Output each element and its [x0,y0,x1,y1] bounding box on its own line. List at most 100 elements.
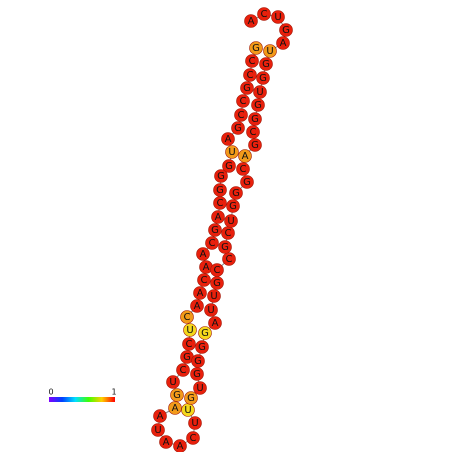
nucleotide [244,14,258,28]
nucleotide [225,145,239,159]
nucleotide [173,439,187,452]
nucleotide-label: G [282,25,290,36]
nucleotide-label: A [212,318,219,329]
nucleotide [204,303,218,317]
nucleotide [196,247,210,261]
nucleotide [198,326,212,340]
nucleotide-label: G [251,140,259,151]
nucleotide [218,240,232,254]
nucleotide [257,7,271,21]
nucleotide-label: U [274,12,281,23]
nucleotide-label: A [157,411,164,422]
nucleotide-label: G [251,114,259,125]
nucleotide-label: G [213,278,221,289]
nucleotide-label: C [240,96,247,107]
nucleotide-label: A [203,262,210,273]
nucleotide [234,108,248,122]
nucleotide [231,121,245,135]
nucleotide [168,401,182,415]
nucleotide-label: A [163,437,170,448]
nucleotide-label: C [250,127,257,138]
nucleotide-label: U [256,87,263,98]
nucleotide [276,36,290,50]
nucleotide-label: A [280,38,287,49]
nucleotide [222,252,236,266]
nucleotide-label: C [190,433,197,444]
nucleotide-label: A [172,403,179,414]
nucleotide [222,159,236,173]
nucleotide [151,423,165,437]
nucleotide-label: U [186,325,193,336]
nucleotide-label: A [225,134,232,145]
nucleotide-label: C [249,56,256,67]
nucleotide [213,196,227,210]
nucleotide [238,149,252,163]
nucleotide [248,112,262,126]
nucleotide [207,289,221,303]
nucleotide [229,186,243,200]
nucleotide-label: A [177,441,184,452]
nucleotide-label: U [266,46,273,57]
nucleotide-label: G [254,100,262,111]
nucleotide [251,98,265,112]
nucleotide-label: A [194,301,201,312]
nucleotide [226,199,240,213]
nucleotide-label: C [261,9,268,20]
nucleotide [214,169,228,183]
nucleotide [193,381,207,395]
nucleotide-label: C [186,339,193,350]
nucleotide [195,340,209,354]
nucleotide-label: G [232,188,240,199]
nucleotide [249,41,263,55]
nucleotide [245,54,259,68]
nucleotide-label: G [225,161,233,172]
nucleotide [188,416,202,430]
nucleotide [180,310,194,324]
nucleotide [170,388,184,402]
nucleotide [221,132,235,146]
nucleotide-label: G [194,356,202,367]
nucleotide-label: C [240,164,247,175]
nucleotide-label: C [214,265,221,276]
colorbar-max: 1 [111,388,116,397]
nucleotide-label: G [216,185,224,196]
nucleotide [166,375,180,389]
nucleotide-label: C [225,228,232,239]
nucleotide-label: A [200,249,207,260]
nucleotide-label: G [259,73,267,84]
nucleotide-label: U [210,291,217,302]
nucleotide-label: G [183,352,191,363]
nucleotide-label: G [262,59,270,70]
nucleotide-label: G [217,171,225,182]
nucleotide [271,10,285,24]
nucleotide-label: G [198,342,206,353]
nucleotide-label: C [217,198,224,209]
nucleotide [279,23,293,37]
nucleotide-label: C [226,254,233,265]
nucleotide-label: A [215,212,222,223]
nucleotide-label: A [248,16,255,27]
nucleotide-label: G [221,242,229,253]
nucleotide [183,323,197,337]
nucleotide [153,409,167,423]
nucleotide [176,363,190,377]
nucleotide [240,81,254,95]
nucleotide-label: C [180,365,187,376]
nucleotide-label: U [227,216,234,227]
nucleotide-label: U [191,418,198,429]
nucleotide [184,391,198,405]
colorbar-min: 0 [48,388,53,397]
nucleotide-label: U [207,305,214,316]
nucleotide-label: G [234,123,242,134]
nucleotide [253,85,267,99]
nucleotide-label: U [228,147,235,158]
nucleotide [190,299,204,313]
nucleotide [211,210,225,224]
nucleotide-label: U [154,425,161,436]
nucleotide-label: G [201,328,209,339]
nucleotide [205,236,219,250]
nucleotide [191,354,205,368]
nucleotide [159,435,173,449]
